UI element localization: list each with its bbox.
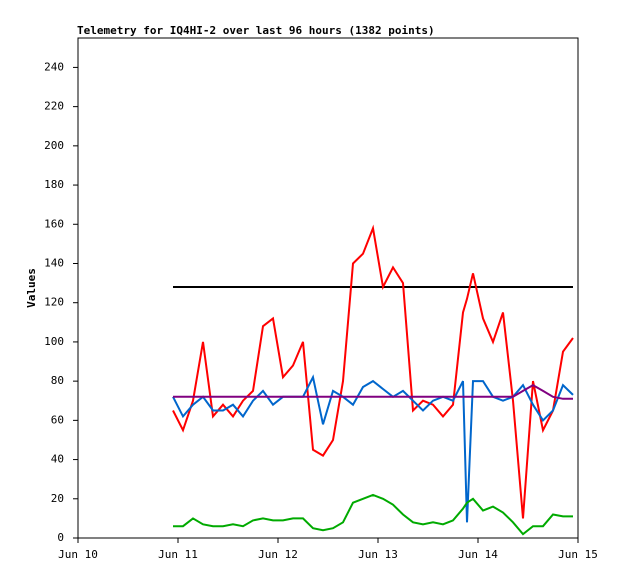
y-tick-label: 240: [44, 60, 64, 73]
y-tick-label: 0: [57, 531, 64, 544]
x-tick-label: Jun 11: [158, 548, 198, 561]
y-tick-label: 20: [51, 492, 64, 505]
y-tick-label: 100: [44, 335, 64, 348]
y-tick-label: 120: [44, 296, 64, 309]
plot-frame: [77, 37, 579, 539]
chart-title: Telemetry for IQ4HI-2 over last 96 hours…: [77, 24, 435, 37]
series-line: [173, 383, 573, 400]
series-line: [172, 374, 574, 523]
x-tick-label: Jun 14: [458, 548, 498, 561]
x-tick-label: Jun 12: [258, 548, 298, 561]
y-tick-label: 80: [51, 374, 64, 387]
y-tick-label: 200: [44, 139, 64, 152]
y-tick-label: 180: [44, 178, 64, 191]
x-tick-label: Jun 13: [358, 548, 398, 561]
y-axis-label: Values: [25, 268, 38, 308]
x-tick-label: Jun 15: [558, 548, 598, 561]
series-line: [173, 493, 573, 536]
y-tick-label: 40: [51, 453, 64, 466]
y-tick-label: 220: [44, 100, 64, 113]
y-tick-label: 60: [51, 413, 64, 426]
y-tick-label: 140: [44, 256, 64, 269]
x-tick-label: Jun 10: [58, 548, 98, 561]
y-tick-label: 160: [44, 217, 64, 230]
series-line: [172, 224, 574, 519]
